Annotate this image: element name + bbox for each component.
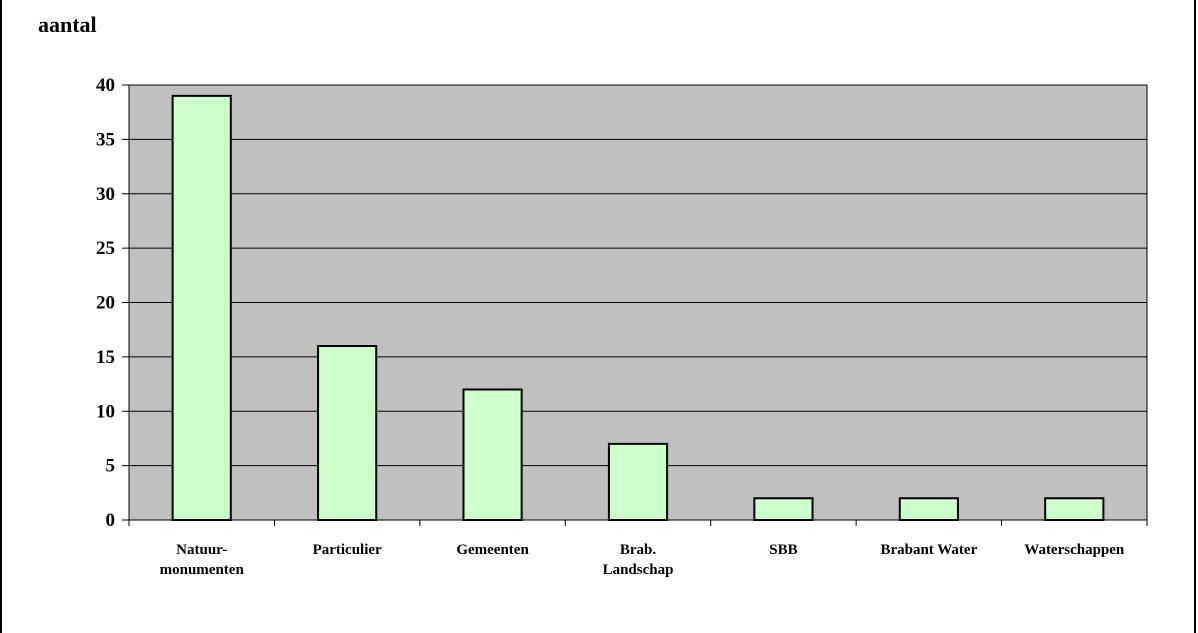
y-tick-label: 0 (106, 510, 116, 531)
bar (753, 497, 814, 521)
y-tick-label: 15 (96, 347, 115, 368)
x-tick-label: Brabant Water (880, 542, 977, 558)
y-tick-label: 25 (96, 238, 115, 259)
x-tick-label: Waterschappen (1024, 542, 1125, 558)
bar (607, 442, 669, 521)
y-axis-label: aantal (38, 12, 97, 37)
bar (462, 388, 523, 521)
y-tick-label: 5 (106, 456, 116, 477)
y-tick-label: 20 (96, 293, 115, 314)
y-tick-label: 40 (96, 75, 115, 96)
y-tick-label: 35 (96, 129, 115, 150)
x-tick-label: SBB (769, 542, 797, 558)
x-tick-label: Particulier (313, 542, 382, 558)
x-tick-label: Brab. Landschap (603, 542, 674, 578)
y-tick-label: 30 (96, 184, 115, 205)
y-tick-label: 10 (96, 401, 115, 422)
x-tick-label: Gemeenten (456, 542, 529, 558)
x-tick-label: Natuur-monumenten (160, 542, 245, 578)
bar (171, 94, 232, 521)
bar (898, 497, 959, 521)
bar (1044, 497, 1105, 521)
bar (317, 345, 378, 521)
